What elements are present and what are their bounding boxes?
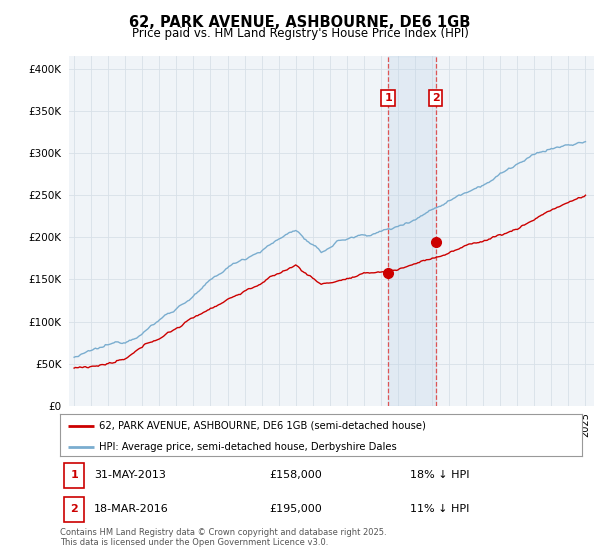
FancyBboxPatch shape bbox=[64, 463, 84, 488]
Text: 31-MAY-2013: 31-MAY-2013 bbox=[94, 470, 166, 480]
Text: 1: 1 bbox=[384, 93, 392, 103]
Text: 62, PARK AVENUE, ASHBOURNE, DE6 1GB: 62, PARK AVENUE, ASHBOURNE, DE6 1GB bbox=[130, 15, 470, 30]
Text: £195,000: £195,000 bbox=[269, 505, 322, 515]
Bar bbox=[388, 56, 436, 406]
Text: 2: 2 bbox=[432, 93, 440, 103]
Text: Price paid vs. HM Land Registry's House Price Index (HPI): Price paid vs. HM Land Registry's House … bbox=[131, 27, 469, 40]
Text: 11% ↓ HPI: 11% ↓ HPI bbox=[410, 505, 469, 515]
FancyBboxPatch shape bbox=[64, 497, 84, 522]
Text: 1: 1 bbox=[70, 470, 78, 480]
Text: 62, PARK AVENUE, ASHBOURNE, DE6 1GB (semi-detached house): 62, PARK AVENUE, ASHBOURNE, DE6 1GB (sem… bbox=[99, 421, 426, 431]
Text: Contains HM Land Registry data © Crown copyright and database right 2025.
This d: Contains HM Land Registry data © Crown c… bbox=[60, 528, 386, 547]
Text: HPI: Average price, semi-detached house, Derbyshire Dales: HPI: Average price, semi-detached house,… bbox=[99, 442, 397, 452]
Text: 18% ↓ HPI: 18% ↓ HPI bbox=[410, 470, 469, 480]
Text: 2: 2 bbox=[70, 505, 78, 515]
Text: £158,000: £158,000 bbox=[269, 470, 322, 480]
Text: 18-MAR-2016: 18-MAR-2016 bbox=[94, 505, 169, 515]
